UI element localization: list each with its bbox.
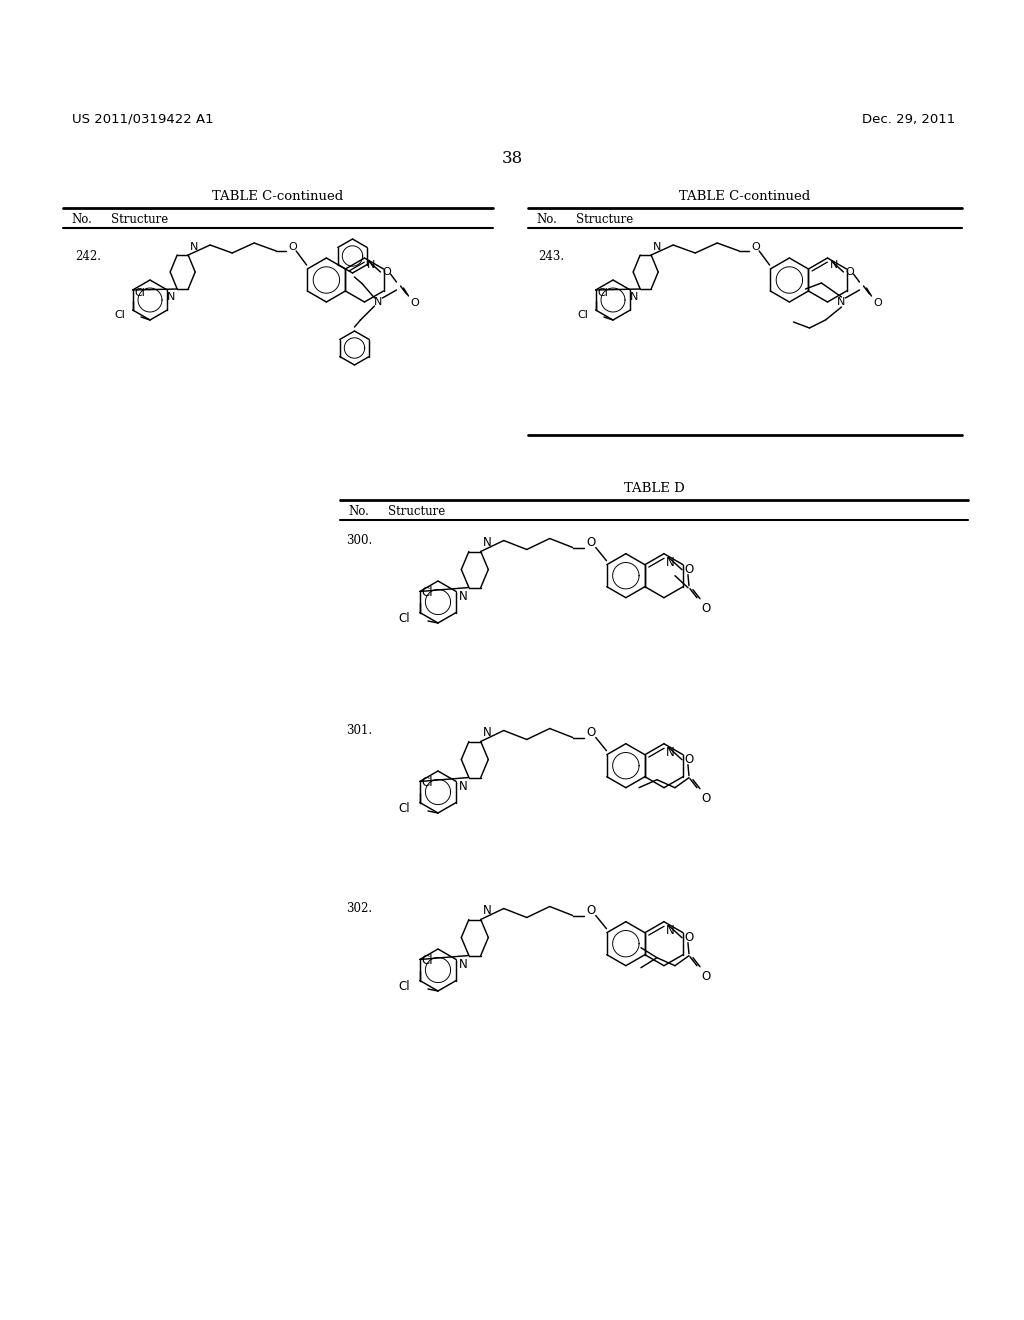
Text: 243.: 243. xyxy=(538,249,564,263)
Text: O: O xyxy=(701,602,711,615)
Text: No.: No. xyxy=(348,506,369,517)
Text: TABLE D: TABLE D xyxy=(624,482,684,495)
Text: N: N xyxy=(838,297,846,308)
Text: N: N xyxy=(630,292,638,302)
Text: O: O xyxy=(587,904,596,917)
Text: N: N xyxy=(375,297,383,308)
Text: Dec. 29, 2011: Dec. 29, 2011 xyxy=(862,114,955,125)
Text: Cl: Cl xyxy=(398,981,410,994)
Text: O: O xyxy=(701,792,711,805)
Text: 242.: 242. xyxy=(75,249,101,263)
Text: O: O xyxy=(587,536,596,549)
Text: O: O xyxy=(684,754,693,766)
Text: Cl: Cl xyxy=(598,288,608,298)
Text: O: O xyxy=(701,970,711,982)
Text: TABLE C-continued: TABLE C-continued xyxy=(679,190,811,203)
Text: O: O xyxy=(684,564,693,577)
Text: TABLE C-continued: TABLE C-continued xyxy=(212,190,344,203)
Text: Structure: Structure xyxy=(111,213,168,226)
Text: N: N xyxy=(167,292,175,302)
Text: Cl: Cl xyxy=(114,310,125,319)
Text: Cl: Cl xyxy=(135,288,145,298)
Text: 38: 38 xyxy=(502,150,522,168)
Text: O: O xyxy=(587,726,596,739)
Text: Cl: Cl xyxy=(398,803,410,816)
Text: N: N xyxy=(459,780,468,793)
Text: 301.: 301. xyxy=(346,723,372,737)
Text: O: O xyxy=(873,298,883,308)
Text: Structure: Structure xyxy=(575,213,633,226)
Text: O: O xyxy=(288,242,297,252)
Text: N: N xyxy=(482,726,492,738)
Text: Cl: Cl xyxy=(398,612,410,626)
Text: No.: No. xyxy=(536,213,557,226)
Text: O: O xyxy=(846,267,854,277)
Text: N: N xyxy=(459,590,468,603)
Text: US 2011/0319422 A1: US 2011/0319422 A1 xyxy=(72,114,214,125)
Text: N: N xyxy=(190,242,199,252)
Text: N: N xyxy=(459,958,468,972)
Text: N: N xyxy=(653,242,662,252)
Text: N: N xyxy=(666,924,675,937)
Text: Cl: Cl xyxy=(578,310,588,319)
Text: O: O xyxy=(684,931,693,944)
Text: N: N xyxy=(482,536,492,549)
Text: 302.: 302. xyxy=(346,902,372,915)
Text: 300.: 300. xyxy=(346,535,373,546)
Text: N: N xyxy=(666,746,675,759)
Text: Structure: Structure xyxy=(388,506,445,517)
Text: O: O xyxy=(752,242,760,252)
Text: No.: No. xyxy=(71,213,92,226)
Text: Cl: Cl xyxy=(422,586,433,598)
Text: Cl: Cl xyxy=(422,953,433,966)
Text: O: O xyxy=(411,298,419,308)
Text: Cl: Cl xyxy=(422,776,433,788)
Text: N: N xyxy=(829,260,838,271)
Text: N: N xyxy=(666,556,675,569)
Text: N: N xyxy=(482,903,492,916)
Text: O: O xyxy=(383,267,391,277)
Text: N: N xyxy=(367,260,375,271)
